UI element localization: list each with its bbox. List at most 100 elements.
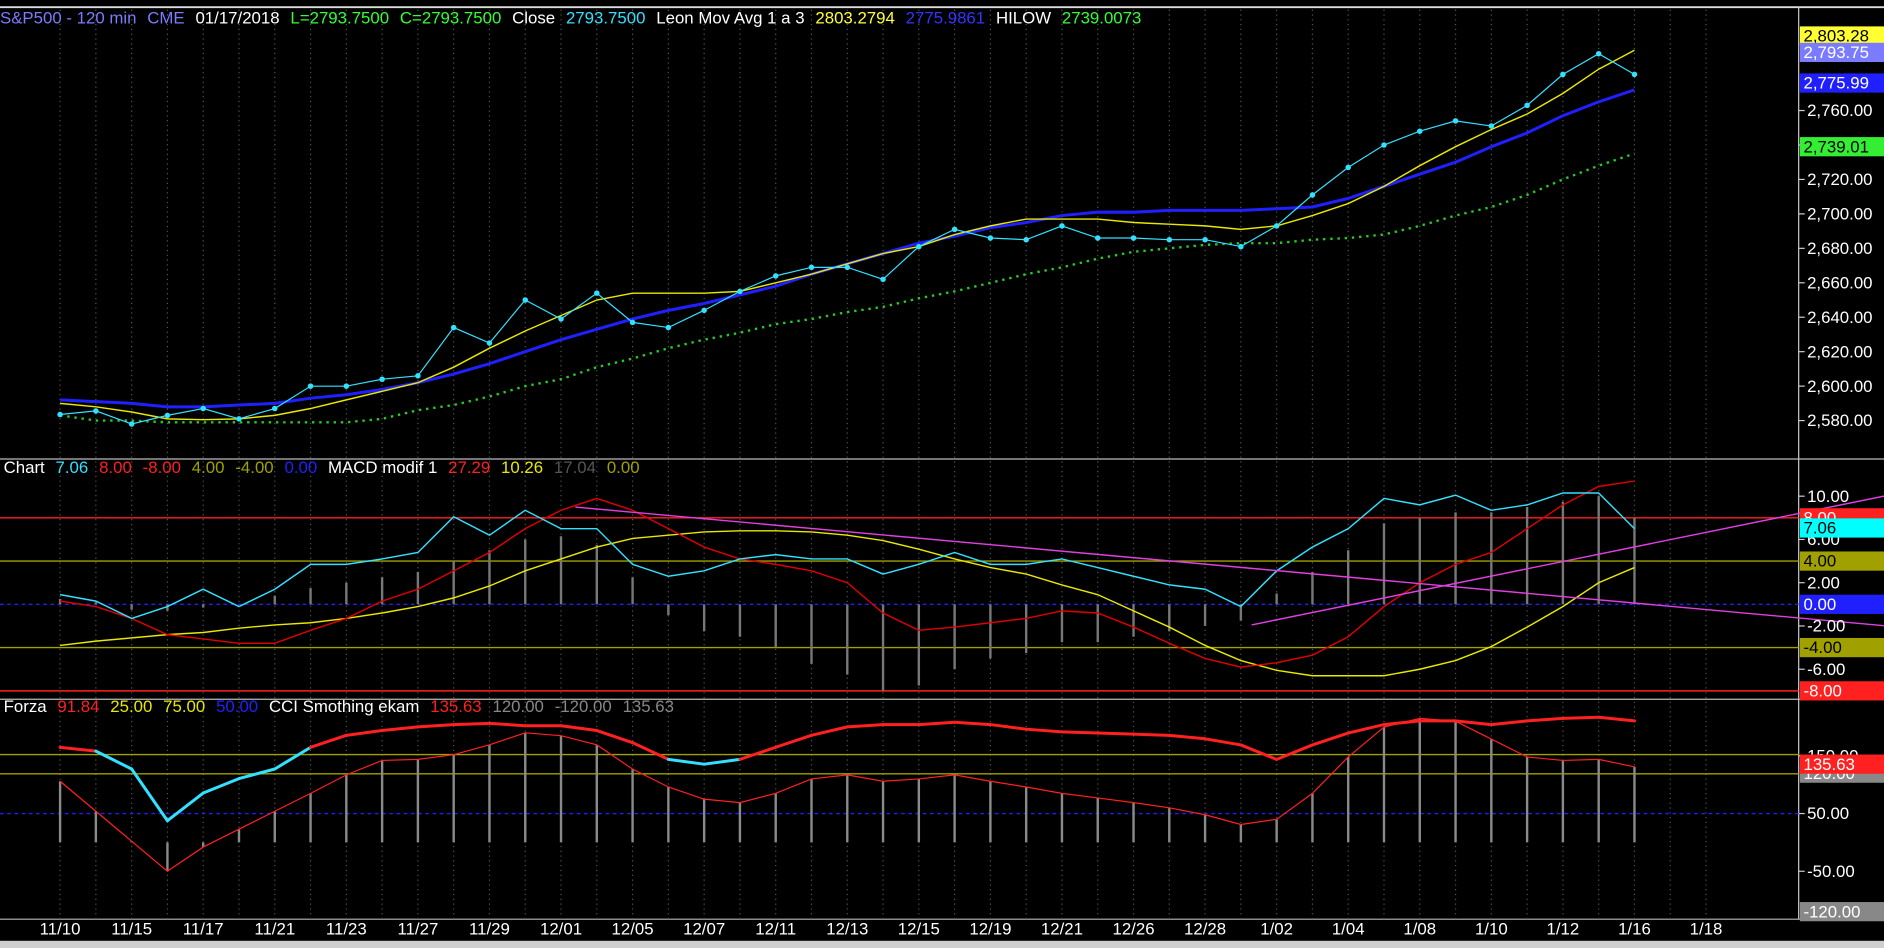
series-segment [1561,715,1601,720]
series-segment [845,723,885,729]
x-tick-label: 11/27 [397,919,438,938]
series-point [808,264,815,271]
x-tick-label: 12/07 [683,919,725,938]
x-tick-label: 12/26 [1112,919,1154,938]
x-tick-label: 12/28 [1184,919,1226,938]
series-point [1631,71,1638,78]
x-tick-label: 1/04 [1332,919,1365,938]
y-tick-label: 2,760.00 [1807,101,1872,120]
header-text: 120.00 [492,697,543,716]
series-segment [1597,715,1636,723]
series-point [1166,236,1173,243]
header-text: 75.00 [163,697,205,716]
value-badge-label: -8.00 [1803,681,1841,700]
value-badge [1799,137,1884,157]
series-point [236,416,242,422]
series-point [379,376,385,382]
series-segment [452,721,491,727]
header-text: 0.00 [607,458,640,477]
value-badge [1799,594,1884,614]
y-tick-label: 2,660.00 [1807,273,1872,292]
series-segment [309,733,348,749]
header-text: 27.29 [448,458,490,477]
header-text: 25.00 [110,697,152,716]
x-tick-label: 12/21 [1041,919,1083,938]
series-line [59,480,1635,668]
header-text: S&P500 - 120 min [0,9,136,28]
x-tick-label: 11/10 [40,919,81,938]
header-text: 0.00 [284,458,317,477]
series-point [307,383,314,389]
series-point [415,373,421,379]
series-point [272,405,278,412]
y-tick-label: 2.00 [1807,573,1840,592]
series-point [93,408,99,414]
header-text: Chart [4,458,45,477]
y-tick-label: 2,600.00 [1807,377,1872,396]
header-text: Forza [4,697,48,716]
series-point [665,324,672,331]
value-badge-label: 2,803.28 [1803,27,1868,46]
trendline [1251,495,1884,626]
series-point [1488,123,1495,129]
value-badge [1799,73,1884,93]
series-segment [1167,733,1207,741]
header-text: L=2793.7500 [290,9,389,28]
series-segment [988,723,1028,731]
series-point [737,288,743,295]
value-badge-label: 0.00 [1803,595,1836,614]
x-tick-label: 1/02 [1260,919,1293,938]
series-line [59,530,1635,677]
x-tick-label: 1/08 [1403,919,1436,938]
header-text: -4.00 [235,458,273,477]
value-badge [1799,637,1884,658]
value-badge [1799,518,1884,538]
series-segment [416,723,456,729]
header-text: 17.04 [554,458,596,477]
series-point [343,383,350,389]
series-segment [165,791,205,823]
header-text: 50.00 [216,697,258,716]
value-badge-label: -120.00 [1803,902,1860,921]
y-tick-label: 2,640.00 [1807,308,1872,327]
series-segment [1454,719,1493,727]
series-segment [559,724,599,733]
series-point [128,421,135,427]
series-point [1094,235,1101,241]
series-segment [130,767,169,823]
series-point [1273,223,1280,229]
series-point [450,324,457,331]
series-segment [953,720,992,727]
header-text: 4.00 [192,458,225,477]
header-text: 2739.0073 [1062,9,1141,28]
header-text: MACD modif 1 [328,458,437,477]
y-tick-label: -2.00 [1807,617,1845,636]
x-tick-label: 11/23 [326,919,367,938]
series-segment [273,745,313,771]
value-badge-label: 2,775.99 [1803,74,1868,93]
value-badge [1799,754,1884,774]
y-tick-label: 10.00 [1807,487,1849,506]
series-segment [1489,719,1529,727]
y-tick-label: 2,620.00 [1807,342,1872,361]
value-badge-label: -4.00 [1803,638,1841,657]
series-segment [380,725,420,733]
x-tick-label: 11/29 [469,919,510,938]
trendline [575,506,1884,627]
panel [0,480,1884,692]
series-point [1238,243,1244,250]
x-tick-label: 11/21 [254,919,295,938]
y-tick-label: 2,680.00 [1807,239,1872,258]
series-segment [1275,743,1314,761]
x-tick-label: 12/15 [898,919,940,938]
series-segment [917,720,957,727]
series-segment [774,733,813,749]
value-badge [1799,42,1884,63]
header-text: 135.63 [430,697,481,716]
series-segment [1060,730,1100,735]
series-segment [1346,723,1386,735]
series-point [486,340,493,346]
header-text: 91.84 [57,697,99,716]
value-badge [1799,551,1884,571]
